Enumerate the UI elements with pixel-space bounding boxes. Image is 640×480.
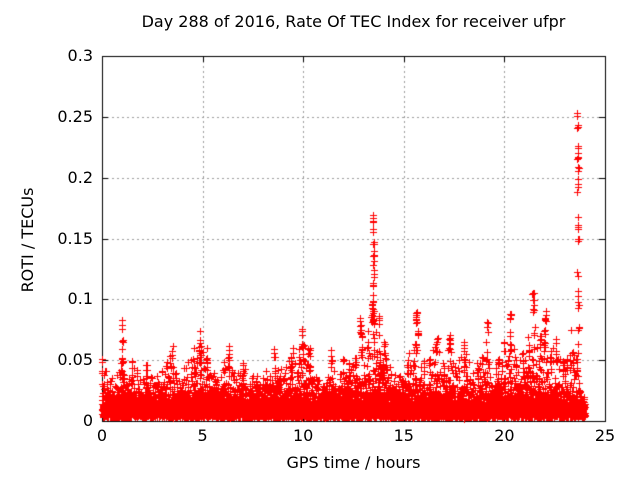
y-tick-label-0.05: 0.05 xyxy=(57,350,93,370)
y-tick-label-0.3: 0.3 xyxy=(67,46,93,65)
x-tick-label-20: 20 xyxy=(494,426,515,445)
y-tick-label-0.25: 0.25 xyxy=(57,106,93,126)
y-tick-label-0.2: 0.2 xyxy=(67,167,93,187)
y-tick-label-0.1: 0.1 xyxy=(67,289,93,309)
x-tick-label-25: 25 xyxy=(594,426,616,445)
x-axis-label: GPS time / hours xyxy=(286,453,421,472)
x-tick-label-5: 5 xyxy=(197,426,208,445)
x-tick-label-15: 15 xyxy=(393,426,414,445)
x-tick-label-10: 10 xyxy=(293,426,314,445)
y-tick-label-0: 0 xyxy=(82,411,93,430)
chart-title: Day 288 of 2016, Rate Of TEC Index for r… xyxy=(141,12,566,31)
y-tick-label-0.15: 0.15 xyxy=(57,228,93,248)
x-tick-label-0: 0 xyxy=(96,426,108,445)
